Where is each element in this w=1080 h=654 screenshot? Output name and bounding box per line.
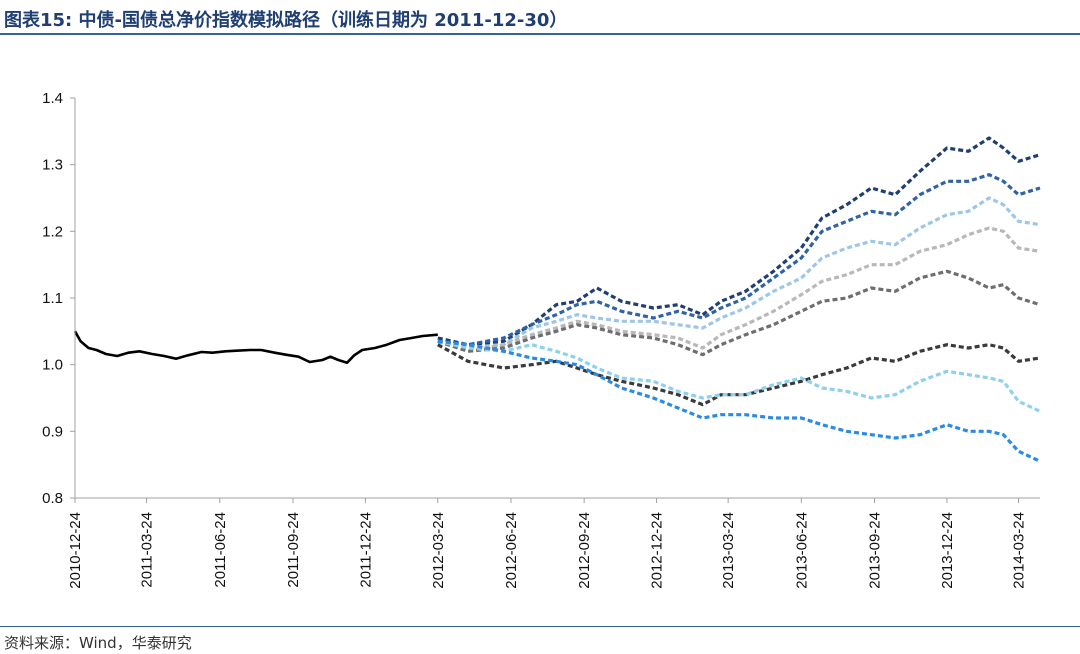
source-note: 资料来源：Wind，华泰研究: [4, 634, 192, 652]
simulated-path-2: [437, 173, 1041, 347]
simulated-path-7: [437, 339, 1041, 413]
plot-lines: [73, 136, 1041, 463]
x-tick-label: 2012-06-24: [503, 512, 520, 589]
x-tick-label: 2011-12-24: [357, 512, 374, 588]
y-tick-label: 1.0: [42, 357, 63, 374]
x-axis-ticks: 2010-12-24 2011-03-24 2011-06-24 2011-09-24…: [67, 498, 1028, 589]
simulated-path-1: [437, 136, 1041, 347]
y-tick-label: 1.3: [42, 157, 63, 174]
simulated-path-6: [437, 343, 1041, 407]
simulated-path-3: [437, 196, 1041, 350]
x-tick-label: 2012-12-24: [649, 512, 666, 589]
x-tick-label: 2013-12-24: [939, 512, 956, 589]
x-tick-label: 2013-06-24: [793, 512, 810, 589]
x-tick-label: 2013-09-24: [867, 512, 884, 589]
y-tick-label: 1.1: [42, 290, 63, 307]
y-tick-label: 1.4: [42, 90, 63, 107]
y-tick-label: 0.8: [42, 490, 63, 507]
x-tick-label: 2011-09-24: [285, 512, 302, 588]
header-divider: [0, 33, 1080, 35]
y-tick-label: 0.9: [42, 423, 63, 440]
x-tick-label: 2012-09-24: [576, 512, 593, 589]
footer-divider: [0, 626, 1080, 627]
y-tick-label: 1.2: [42, 223, 63, 240]
x-tick-label: 2014-03-24: [1011, 512, 1028, 589]
x-tick-label: 2012-03-24: [430, 512, 447, 589]
chart-title: 图表15: 中债-国债总净价指数模拟路径（训练日期为 2011-12-30）: [4, 10, 568, 31]
y-axis-ticks: 0.8 0.9 1.0 1.1 1.2 1.3 1.4: [42, 90, 75, 507]
simulated-path-8: [437, 339, 1041, 463]
simulated-path-5: [437, 269, 1041, 357]
x-tick-label: 2013-03-24: [720, 512, 737, 589]
x-tick-label: 2011-03-24: [139, 512, 156, 588]
historical-path: [73, 330, 438, 365]
simulated-path-4: [437, 226, 1041, 353]
x-tick-label: 2011-06-24: [212, 512, 229, 588]
line-chart: 0.8 0.9 1.0 1.1 1.2 1.3 1.4 2010-12-24 2011-03-…: [42, 90, 1041, 589]
x-tick-label: 2010-12-24: [67, 512, 84, 589]
